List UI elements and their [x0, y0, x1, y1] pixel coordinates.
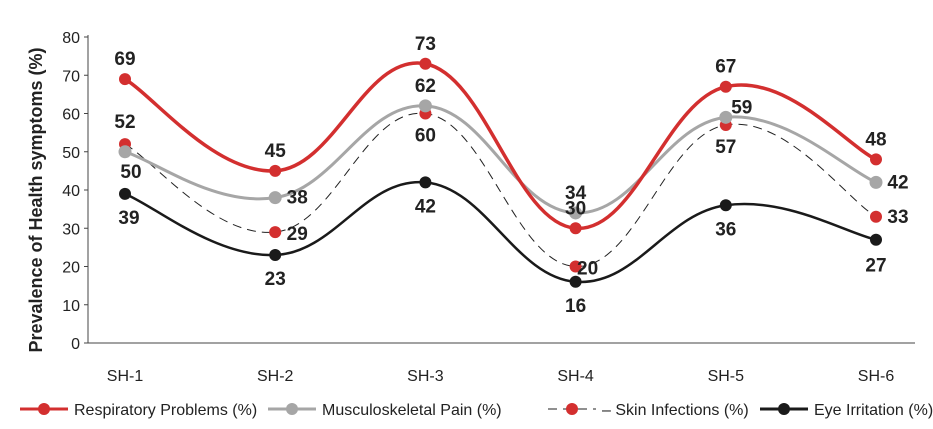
data-label: 67	[715, 57, 736, 78]
data-label: 34	[565, 183, 587, 204]
y-tick-label: 30	[62, 221, 80, 238]
data-point	[719, 110, 733, 124]
data-label: 42	[415, 196, 436, 217]
data-point	[119, 187, 131, 200]
data-point	[269, 226, 282, 239]
data-point	[870, 210, 882, 223]
y-axis-title: Prevalence of Health symptoms (%)	[26, 47, 46, 352]
data-label: 38	[287, 188, 308, 209]
data-point	[870, 153, 882, 166]
series-line	[124, 61, 877, 231]
legend-swatch-marker	[566, 403, 578, 415]
data-point	[269, 164, 282, 177]
series-markers	[118, 57, 883, 288]
data-point	[119, 73, 131, 86]
data-point	[569, 275, 582, 288]
data-point	[870, 233, 882, 246]
legend-swatch-marker	[38, 403, 50, 415]
x-tick-label: SH-4	[557, 368, 594, 385]
data-point	[418, 99, 432, 113]
data-label: 73	[415, 34, 436, 55]
x-tick-label: SH-3	[407, 368, 444, 385]
data-label: 39	[118, 208, 139, 229]
data-label: 48	[865, 129, 886, 150]
data-label: 27	[865, 256, 886, 277]
data-label: 69	[114, 49, 135, 70]
data-label: 59	[731, 97, 752, 118]
y-tick-label: 0	[71, 336, 80, 353]
data-point	[268, 191, 282, 205]
data-label: 36	[715, 219, 736, 240]
data-label: 30	[565, 198, 586, 219]
x-tick-label: SH-5	[708, 368, 745, 385]
legend-swatch-marker	[286, 403, 298, 415]
y-tick-label: 60	[62, 107, 80, 124]
data-point	[118, 145, 132, 159]
y-tick-label: 10	[62, 298, 80, 315]
legend-item-label: Musculoskeletal Pain (%)	[322, 402, 502, 419]
data-point	[719, 199, 732, 212]
series-lines	[124, 61, 877, 284]
data-point	[719, 80, 732, 93]
x-tick-label: SH-1	[107, 368, 144, 385]
data-label: 45	[265, 141, 287, 162]
series-line	[124, 104, 877, 215]
y-tick-label: 50	[62, 145, 80, 162]
legend-item-label: Respiratory Problems (%)	[74, 402, 257, 419]
data-label: 16	[565, 296, 586, 317]
data-point	[869, 175, 883, 189]
data-label: 62	[415, 76, 436, 97]
data-label: 20	[577, 259, 598, 280]
data-point	[419, 57, 432, 70]
data-point	[269, 249, 282, 262]
legend: Respiratory Problems (%) Musculoskeletal …	[20, 402, 933, 419]
data-label: 52	[114, 112, 135, 133]
data-label: 42	[887, 172, 908, 193]
data-labels: 69 45 73 30 67 48 50 38 62 34 59 42 52 29 60 20 57 33 39 23…	[114, 34, 908, 317]
legend-swatch-marker	[778, 403, 790, 415]
data-label: 33	[887, 207, 908, 228]
data-label: 50	[120, 162, 141, 183]
chart-axes: 0 10 20 30 40 50 60 70 80 SH-1 SH-2 SH-3 SH-4 SH-5 SH-…	[62, 30, 915, 385]
legend-item-label: Eye Irritation (%)	[814, 402, 933, 419]
legend-item-label: – Skin Infections (%)	[602, 402, 749, 419]
x-tick-label: SH-2	[257, 368, 294, 385]
y-tick-label: 20	[62, 260, 80, 277]
data-label: 57	[715, 137, 736, 158]
data-label: 23	[265, 269, 286, 290]
y-tick-label: 70	[62, 68, 80, 85]
y-tick-label: 40	[62, 183, 80, 200]
y-tick-label: 80	[62, 30, 80, 47]
series-line	[124, 112, 877, 268]
data-point	[569, 260, 582, 273]
data-label: 60	[415, 126, 436, 147]
x-tick-label: SH-6	[858, 368, 895, 385]
data-point	[569, 206, 583, 220]
data-point	[569, 222, 582, 235]
data-point	[419, 176, 432, 189]
data-label: 29	[287, 224, 308, 245]
